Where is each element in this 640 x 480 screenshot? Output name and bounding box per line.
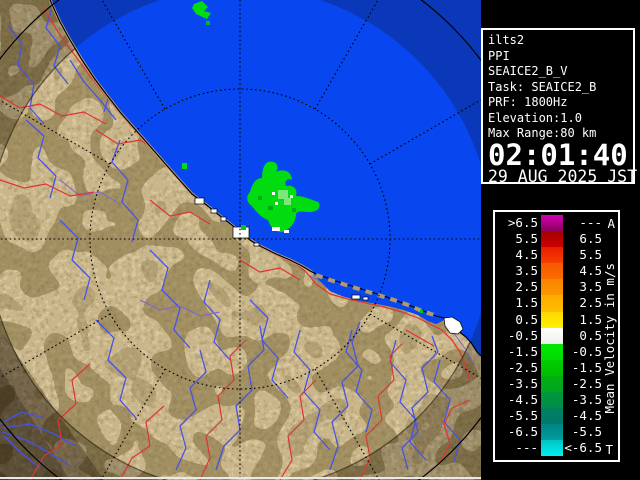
sandbar <box>311 271 445 319</box>
radar-echoes <box>182 1 423 313</box>
radar-map <box>0 0 481 480</box>
echo-speck-2 <box>182 163 187 169</box>
echo-main-white <box>272 192 293 233</box>
legend-left-value: 0.5 <box>515 311 538 327</box>
legend-right-value: 0.5 <box>579 327 602 343</box>
legend-left-value: 1.5 <box>515 295 538 311</box>
legend-right-value: 4.5 <box>579 263 602 279</box>
legend-color-cell <box>541 408 563 425</box>
legend-color-cell <box>541 279 563 296</box>
legend-left-value: -3.5 <box>507 375 538 391</box>
legend-color-cell <box>541 215 563 232</box>
legend-right-value: -0.5 <box>571 343 602 359</box>
legend-left-value: --- <box>515 440 538 456</box>
radar-parameters: ilts2 PPI SEAICE2_B_V Task: SEAICE2_B PRF: 1… <box>488 33 628 142</box>
legend-left-value: 2.5 <box>515 279 538 295</box>
legend-left-value: -2.5 <box>507 359 538 375</box>
legend-color-cell <box>541 375 563 393</box>
legend-color-cell <box>541 263 563 280</box>
echo-main-dark <box>258 196 296 212</box>
legend-right-value: -2.5 <box>571 375 602 391</box>
radar-parameter-line: Max Range:80 km <box>488 126 597 140</box>
echo-speck-1 <box>206 21 210 25</box>
legend-right-value: 3.5 <box>579 279 602 295</box>
radar-parameter-line: Elevation:1.0 <box>488 110 582 125</box>
legend-right-value: -3.5 <box>571 392 602 408</box>
legend-axis-title: Mean Velocity in m/s <box>602 262 617 414</box>
legend-right-value: 2.5 <box>579 295 602 311</box>
radar-info-panel: ilts2 PPI SEAICE2_B_V Task: SEAICE2_B PRF: 1… <box>481 28 639 188</box>
map-bottom-frame <box>0 477 481 479</box>
legend-right-value: -1.5 <box>571 359 602 375</box>
legend-left-value: 4.5 <box>515 247 538 263</box>
legend-left-value: 5.5 <box>515 231 538 247</box>
legend-right-value: -4.5 <box>571 408 602 424</box>
legend-left-value: >6.5 <box>507 215 538 230</box>
legend-left-value: -0.5 <box>507 327 538 343</box>
legend-color-cell <box>541 327 563 344</box>
legend-color-cell <box>541 343 563 360</box>
azimuth-lines <box>0 0 481 480</box>
legend-away-marker: A <box>607 216 615 231</box>
legend-right-value: 1.5 <box>579 311 602 327</box>
velocity-legend: >6.5 --- 5.5 6.5 4.5 5.5 3.5 4.5 2.5 3.5 1.5 2.5 0.5… <box>493 210 624 466</box>
legend-left-value: -4.5 <box>507 392 538 408</box>
legend-toward-marker: T <box>605 442 613 457</box>
legend-color-cell <box>541 359 563 376</box>
radar-parameter-line: SEAICE2_B_V <box>488 64 568 78</box>
legend-left-value: -6.5 <box>507 424 538 440</box>
legend-color-cell <box>541 440 563 457</box>
echo-main-inner <box>278 190 291 205</box>
spit-ice-patch <box>443 316 464 335</box>
legend-right-value: 6.5 <box>579 231 602 247</box>
legend-right-value: -5.5 <box>571 424 602 440</box>
town-markers <box>194 197 464 335</box>
legend-right-value: --- <box>579 215 602 230</box>
legend-color-cell <box>541 231 563 248</box>
scan-time: 02:01:40 <box>488 137 628 172</box>
legend-color-cell <box>541 295 563 312</box>
legend-left-value: -1.5 <box>507 343 538 359</box>
legend-right-value: 5.5 <box>579 247 602 263</box>
legend-color-cell <box>541 311 563 328</box>
legend-right-value: <-6.5 <box>564 440 602 456</box>
legend-color-cell <box>541 247 563 264</box>
radar-parameter-line: Task: SEAICE2_B <box>488 79 597 94</box>
velocity-scale: >6.5 --- 5.5 6.5 4.5 5.5 3.5 4.5 2.5 3.5 1.5 2.5 0.5… <box>497 215 605 457</box>
legend-color-cell <box>541 424 563 441</box>
echo-speck-3 <box>241 225 246 230</box>
legend-left-value: 3.5 <box>515 263 538 279</box>
legend-left-value: -5.5 <box>507 408 538 424</box>
radar-parameter-line: ilts2 <box>488 33 525 47</box>
echo-speck-4 <box>420 310 423 313</box>
echo-north <box>192 1 211 19</box>
radar-parameter-line: PPI <box>488 48 510 63</box>
scan-date: 29 AUG 2025 JST <box>488 166 638 186</box>
radar-parameter-line: PRF: 1800Hz <box>488 95 568 109</box>
legend-color-cell <box>541 392 563 409</box>
